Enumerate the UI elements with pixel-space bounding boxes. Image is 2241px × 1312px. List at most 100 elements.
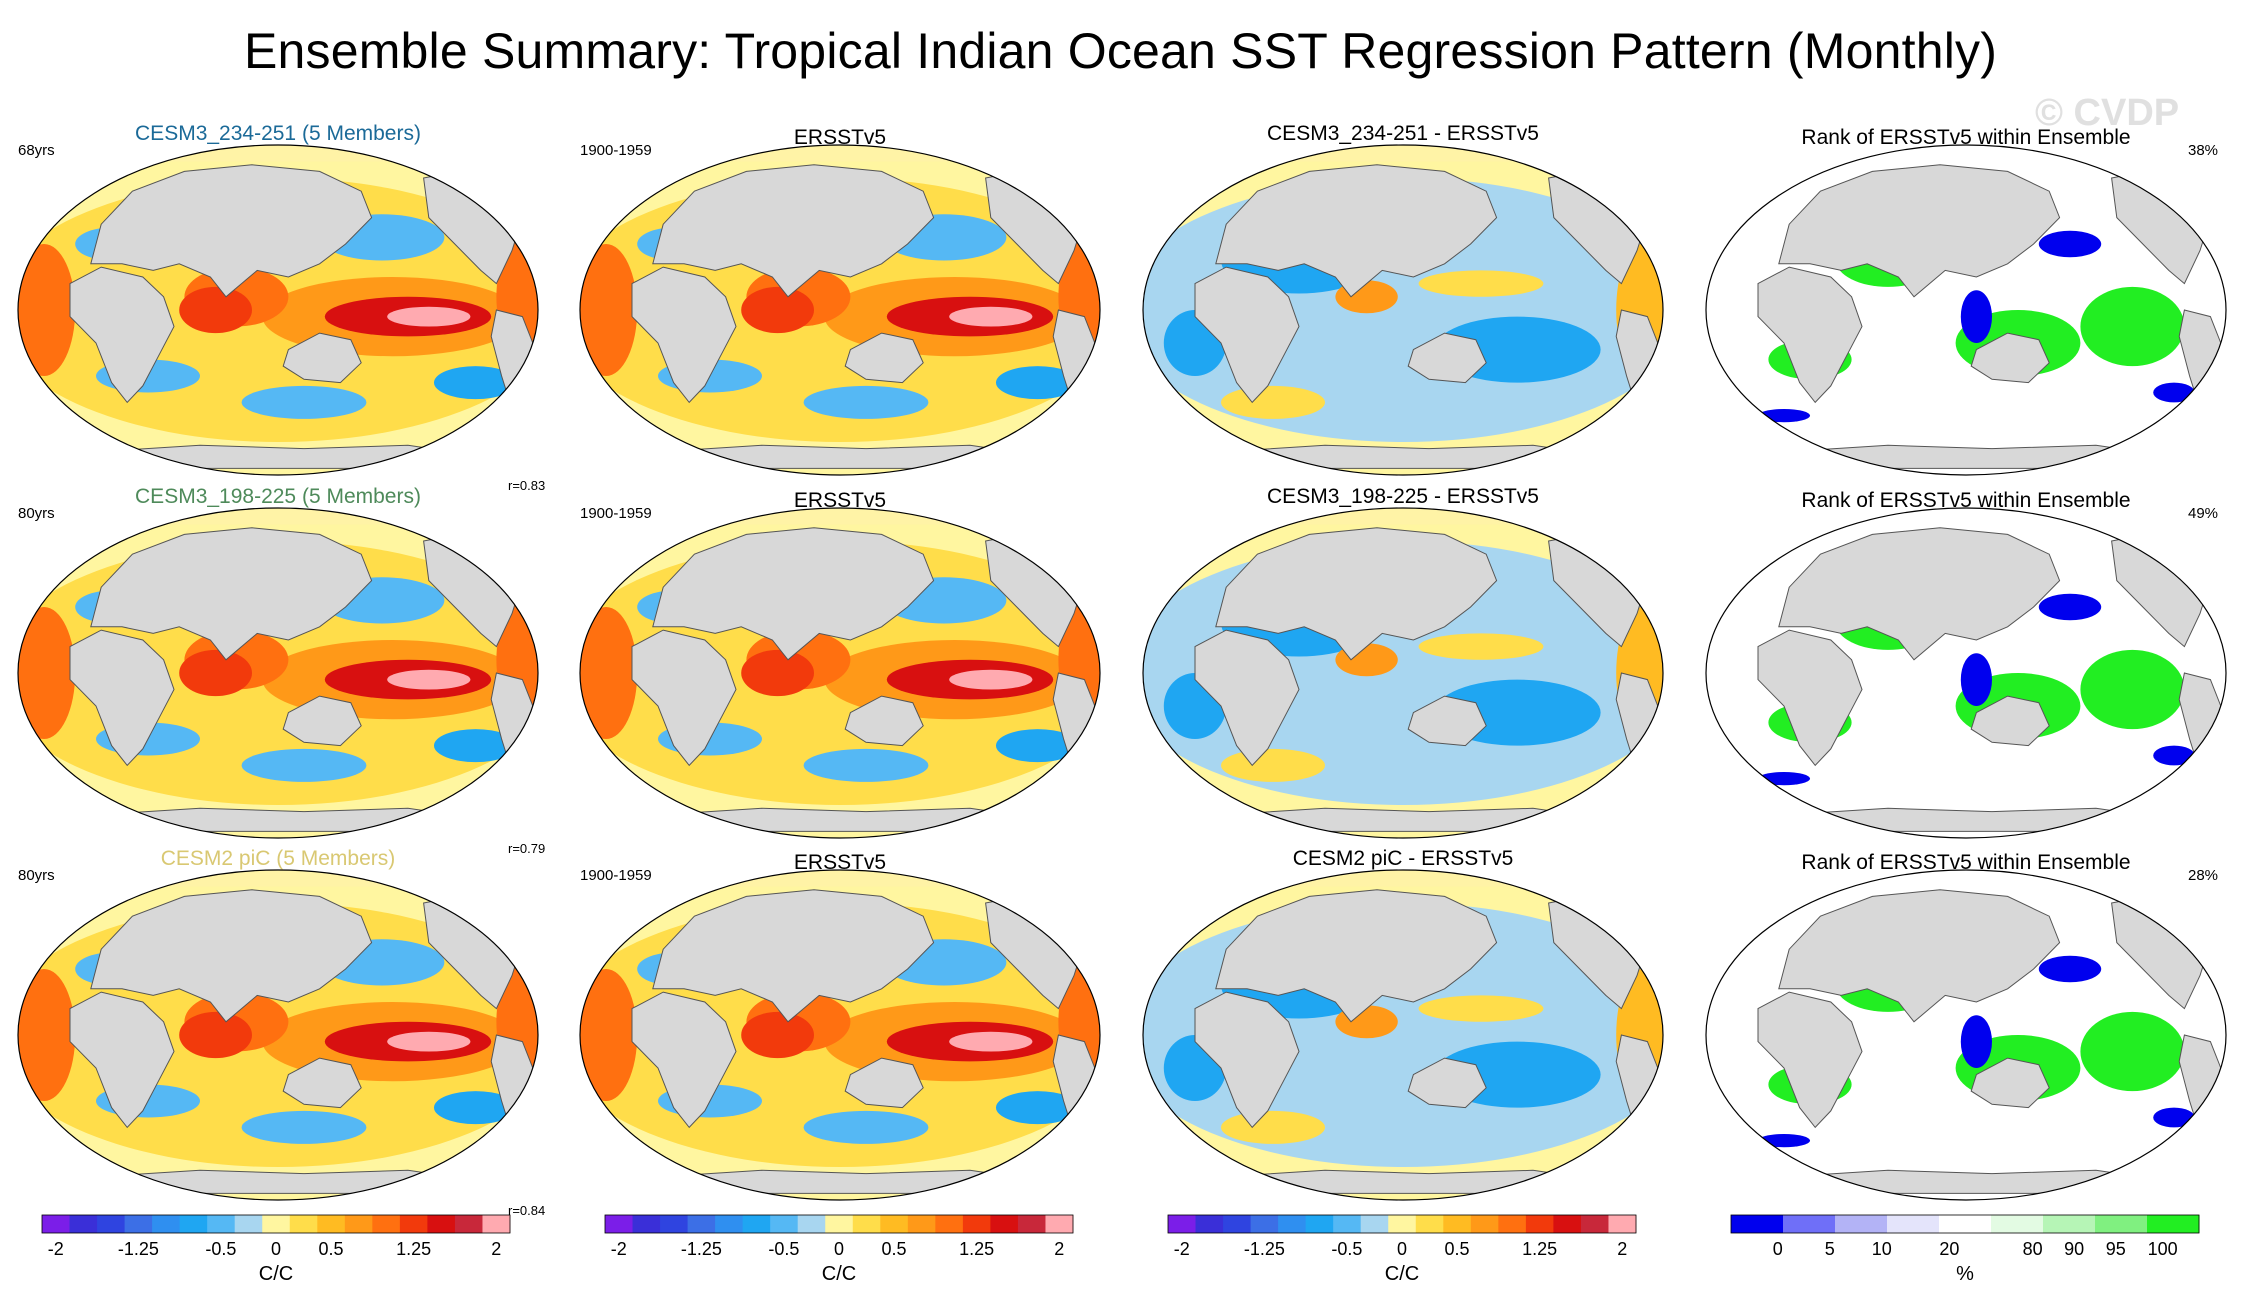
continent [631,629,737,767]
colorbar-swatch [69,1215,98,1233]
colorbar-tick-label: 0 [1396,1239,1407,1259]
anomaly-region [803,748,929,782]
correlation-label: r=0.83 [508,478,546,493]
colorbar-1 [604,1214,1074,1234]
colorbar-tick-label: 2 [1617,1239,1628,1259]
colorbar-swatch [632,1215,661,1233]
colorbar-swatch [990,1215,1019,1233]
continent [1778,889,2061,1023]
map-border [17,144,539,476]
colorbar-swatch [344,1215,373,1233]
colorbar-swatch [1360,1215,1389,1233]
colorbar-tick-label: 20 [1939,1239,1960,1259]
anomaly-region [18,969,76,1101]
anomaly-region [2080,649,2185,730]
anomaly-region [741,286,814,334]
map-border [579,869,1101,1201]
continent [1757,266,1863,404]
colorbar-swatch [1388,1215,1417,1233]
colorbar-swatch [962,1215,991,1233]
map-border [1705,507,2227,839]
colorbar-swatch [1783,1215,1836,1233]
anomaly-region [1418,633,1544,660]
colorbar-swatch [1887,1215,1940,1233]
map-border [1142,869,1664,1201]
colorbar-tick-label: 2 [491,1239,502,1259]
anomaly-region [387,669,471,690]
colorbar-units: C/C [821,1263,857,1285]
map-border [1705,869,2227,1201]
map-border [17,869,539,1201]
anomaly-region [2080,286,2185,367]
model-title: CESM3_234-251 (5 Members) [135,122,421,145]
continent [1215,527,1498,661]
obs-period-label: 1900-1959 [580,142,652,159]
rank-map-0 [1705,144,2227,476]
colorbar-swatch [1168,1215,1197,1233]
anomaly-region [2038,230,2102,258]
colorbar-swatch [1017,1215,1046,1233]
continent [652,889,935,1023]
continent [1757,629,1863,767]
colorbar-swatch [1835,1215,1888,1233]
anomaly-region [2038,955,2102,983]
obs-period-label: 1900-1959 [580,867,652,884]
anomaly-region [179,649,253,697]
anomaly-region [1960,290,1992,343]
anomaly-region [2153,382,2195,403]
continent [1215,164,1498,298]
colorbar-swatch [715,1215,744,1233]
colorbar-swatch [852,1215,881,1233]
colorbar-swatch [1939,1215,1992,1233]
colorbar-tick-label: 0.5 [318,1239,344,1259]
colorbar-swatch [1731,1215,1784,1233]
diff-title: CESM3_234-251 - ERSSTv5 [1267,122,1539,145]
colorbar-tick-label: 0 [270,1239,281,1259]
anomaly-region [803,385,929,419]
colorbar-swatch [880,1215,909,1233]
anomaly-region [1221,748,1325,782]
colorbar-swatch [1991,1215,2044,1233]
rank-percent-label: 38% [2188,142,2219,159]
colorbar-tick-label: 100 [2147,1239,2178,1259]
map-border [579,507,1101,839]
correlation-label: r=0.84 [508,1203,546,1218]
colorbar-swatch [1580,1215,1609,1233]
continent [1194,266,1300,404]
colorbar-swatch [207,1215,236,1233]
colorbar-swatch [1223,1215,1252,1233]
colorbar-swatch [935,1215,964,1233]
anomaly-region [241,385,367,419]
colorbar-swatch [234,1215,263,1233]
diff-title: CESM2 piC - ERSSTv5 [1292,847,1514,870]
colorbar-swatch [660,1215,689,1233]
colorbar-tick-label: 95 [2105,1239,2126,1259]
continent [90,527,373,661]
obs-title: ERSSTv5 [793,851,887,874]
anomaly-region [18,244,76,376]
colorbar-tick-label: -1.25 [1243,1239,1285,1259]
colorbar-swatch [1608,1215,1637,1233]
anomaly-region [241,748,367,782]
colorbar-units: C/C [258,1263,294,1285]
obs-map-0 [579,144,1101,476]
model-title: CESM2 piC (5 Members) [160,847,396,870]
colorbar-tick-label: 1.25 [1522,1239,1558,1259]
colorbar-swatch [262,1215,291,1233]
anomaly-region [2153,1107,2195,1128]
anomaly-region [949,306,1033,327]
anomaly-region [434,366,518,400]
years-label: 80yrs [18,867,55,884]
rank-title: Rank of ERSSTv5 within Ensemble [1801,126,2131,149]
anomaly-region [434,1091,518,1125]
diff-map-0 [1142,144,1664,476]
anomaly-region [1418,270,1544,297]
anomaly-region [387,1031,471,1052]
continent [69,266,175,404]
colorbar-tick-label: 0 [1772,1239,1783,1259]
anomaly-region [241,1110,367,1144]
anomaly-region [179,286,253,334]
continent [844,332,924,384]
colorbar-tick-label: 0.5 [881,1239,907,1259]
